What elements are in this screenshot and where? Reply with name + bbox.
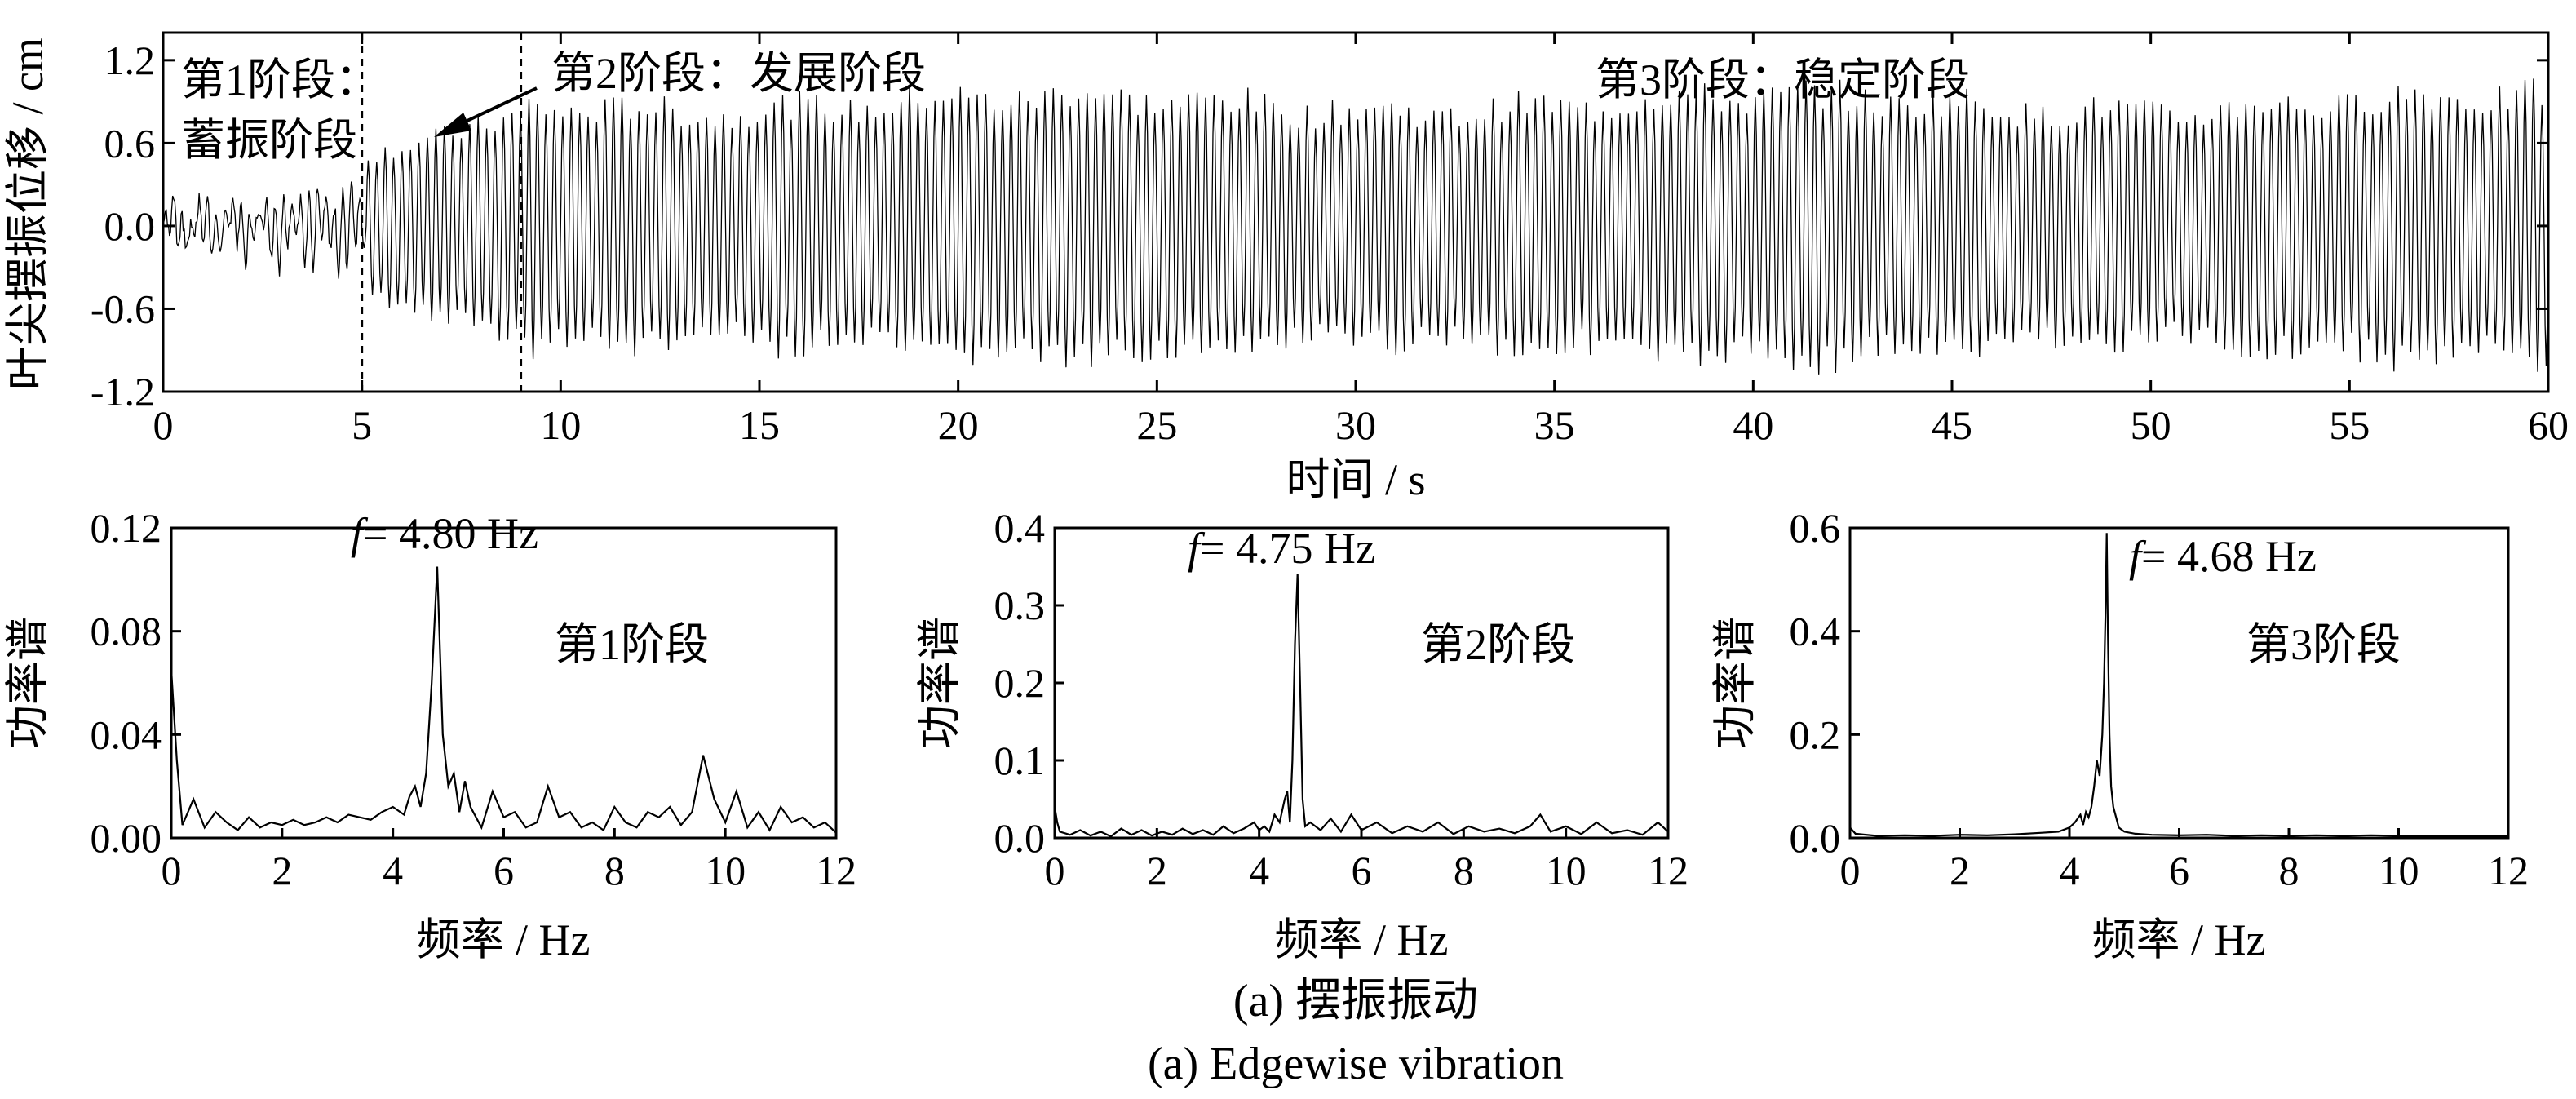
time-x-tick-label: 50 (2131, 402, 2171, 448)
power-y-tick-label: 0.2 (1790, 711, 1841, 757)
stage3-label: 第3阶段：稳定阶段 (1596, 55, 1970, 104)
peak-frequency-label-stage3: f= 4.68 Hz (2129, 532, 2317, 581)
power-y-tick-label: 0.12 (91, 505, 162, 551)
figure-caption-english: (a) Edgewise vibration (1148, 1039, 1564, 1089)
freq-x-tick-label: 8 (604, 848, 625, 893)
stage1-label-line2: 蓄振阶段 (181, 116, 357, 165)
stage1-label-line1: 第1阶段： (181, 55, 379, 104)
freq-x-tick-label: 12 (1648, 848, 1689, 893)
freq-x-tick-label: 4 (383, 848, 403, 893)
stage-label-stage3: 第3阶段 (2246, 620, 2401, 669)
time-x-tick-label: 55 (2329, 402, 2370, 448)
spectrum-panel-stage2: 0 2 4 6 8 10 12 0.0 0.1 0.2 0.3 0.4 功率谱 频率 / Hz f= … (915, 505, 1689, 964)
power-y-tick-label: 0.2 (994, 660, 1046, 706)
freq-x-tick-label: 6 (1352, 848, 1372, 893)
time-x-tick-label: 0 (153, 402, 174, 448)
freq-x-tick-label: 0 (1840, 848, 1861, 893)
stage-label-stage2: 第2阶段 (1421, 620, 1575, 669)
stage-label-stage1: 第1阶段 (555, 620, 709, 669)
time-history-y-axis-label: 叶尖摆振位移 / cm (3, 38, 52, 390)
time-x-tick-label: 45 (1932, 402, 1972, 448)
time-x-tick-label: 15 (739, 402, 780, 448)
time-x-tick-label: 25 (1136, 402, 1177, 448)
power-y-tick-label: 0.4 (1790, 609, 1841, 654)
spectrum-panel-stage1: 0 2 4 6 8 10 12 0.00 0.04 0.08 0.12 功率谱 频率 / Hz f=… (3, 505, 856, 964)
stage-arrow (434, 86, 538, 137)
spectrum-y-axis-label-stage3: 功率谱 (1711, 617, 1759, 749)
freq-x-tick-label: 0 (162, 848, 182, 893)
time-x-tick-label: 40 (1733, 402, 1773, 448)
time-x-tick-label: 30 (1335, 402, 1376, 448)
power-y-tick-label: 0.6 (1790, 505, 1841, 551)
freq-x-tick-label: 10 (705, 848, 746, 893)
power-y-tick-label: 0.04 (91, 711, 162, 757)
time-history-panel: 0 5 10 15 20 25 30 35 40 45 50 55 60 -1.2 -0.6 0.0 0.6 1… (3, 31, 2569, 504)
freq-x-tick-label: 8 (1454, 848, 1474, 893)
power-y-tick-label: 0.0 (994, 815, 1046, 861)
freq-x-tick-label: 6 (494, 848, 514, 893)
spectrum-line-stage2 (1053, 574, 1669, 838)
spectrum-x-axis-label-stage3: 频率 / Hz (2092, 915, 2266, 964)
time-x-tick-label: 5 (352, 402, 372, 448)
time-history-signal (162, 78, 2548, 375)
freq-x-tick-label: 6 (2169, 848, 2189, 893)
time-y-tick-label: -0.6 (91, 286, 155, 331)
freq-x-tick-label: 2 (1950, 848, 1970, 893)
freq-x-tick-label: 12 (2488, 848, 2529, 893)
figure-caption-chinese: (a) 摆振振动 (1233, 976, 1478, 1026)
time-x-tick-label: 10 (540, 402, 581, 448)
freq-x-tick-label: 0 (1045, 848, 1065, 893)
time-x-tick-label: 35 (1534, 402, 1575, 448)
time-y-tick-label: 1.2 (104, 38, 156, 83)
stage2-label: 第2阶段：发展阶段 (551, 49, 926, 98)
time-history-x-axis-label: 时间 / s (1286, 455, 1425, 504)
freq-x-tick-label: 4 (2060, 848, 2080, 893)
peak-frequency-label-stage1: f= 4.80 Hz (351, 509, 538, 558)
spectrum-panel-stage3: 0 2 4 6 8 10 12 0.0 0.2 0.4 0.6 功率谱 频率 / Hz f= 4.6… (1711, 505, 2529, 964)
time-x-tick-label: 20 (938, 402, 979, 448)
power-y-tick-label: 0.1 (994, 738, 1046, 783)
power-y-tick-label: 0.0 (1790, 815, 1841, 861)
time-y-tick-label: 0.0 (104, 203, 156, 249)
power-y-tick-label: 0.08 (91, 609, 162, 654)
freq-x-tick-label: 8 (2279, 848, 2299, 893)
freq-x-tick-label: 10 (1546, 848, 1587, 893)
spectrum-y-axis-label-stage1: 功率谱 (3, 617, 52, 749)
power-y-tick-label: 0.4 (994, 505, 1046, 551)
freq-x-tick-label: 2 (1147, 848, 1167, 893)
power-y-tick-label: 0.3 (994, 583, 1046, 628)
spectrum-y-axis-label-stage2: 功率谱 (915, 617, 964, 749)
spectrum-x-axis-label-stage2: 频率 / Hz (1275, 915, 1449, 964)
freq-x-tick-label: 12 (816, 848, 856, 893)
time-x-tick-label: 60 (2528, 402, 2569, 448)
time-y-tick-label: 0.6 (104, 120, 156, 166)
spectrum-x-axis-label-stage1: 频率 / Hz (417, 915, 591, 964)
time-y-tick-label: -1.2 (91, 369, 155, 414)
spectrum-line-stage1 (170, 566, 837, 834)
power-y-tick-label: 0.00 (91, 815, 162, 861)
spectrum-plot-frame-stage2 (1053, 526, 1670, 840)
freq-x-tick-label: 4 (1249, 848, 1269, 893)
peak-frequency-label-stage2: f= 4.75 Hz (1188, 524, 1375, 573)
freq-x-tick-label: 10 (2379, 848, 2419, 893)
freq-x-tick-label: 2 (272, 848, 292, 893)
spectrum-line-stage3 (1849, 533, 2509, 838)
